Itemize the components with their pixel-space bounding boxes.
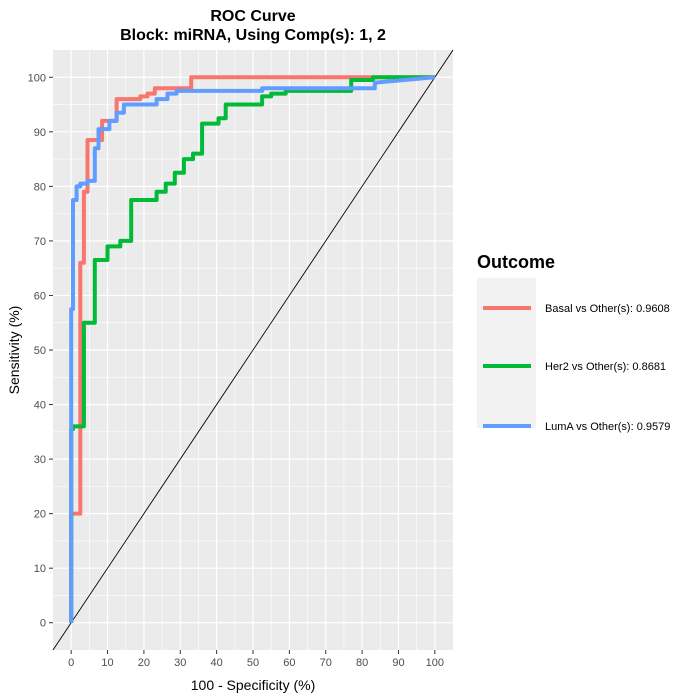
y-tick-label: 90	[34, 127, 46, 139]
chart-title: ROC Curve	[210, 8, 295, 25]
y-axis-title: Sensitivity (%)	[6, 306, 22, 395]
y-tick-label: 40	[34, 400, 46, 412]
y-tick-label: 20	[34, 509, 46, 521]
roc-curve-series-3	[69, 75, 435, 623]
axis-ticks: 0 10 20 30 40 50 60 70 80 90 100 0 10 20 30 40 50 60 70 80 9…	[28, 72, 444, 669]
reference-diagonal-line	[52, 49, 454, 651]
x-tick-label: 70	[320, 657, 332, 669]
y-tick-label: 30	[34, 454, 46, 466]
x-axis-title: 100 - Specificity (%)	[191, 677, 315, 693]
y-tick-label: 60	[34, 290, 46, 302]
grid	[53, 50, 453, 650]
y-tick-label: 70	[34, 236, 46, 248]
x-tick-label: 40	[211, 657, 223, 669]
x-tick-label: 10	[101, 657, 113, 669]
series-layer	[52, 49, 454, 651]
chart-subtitle: Block: miRNA, Using Comp(s): 1, 2	[120, 27, 386, 44]
x-tick-label: 50	[247, 657, 259, 669]
y-tick-label: 0	[40, 618, 46, 630]
legend-title: Outcome	[477, 252, 555, 272]
y-tick-label: 100	[28, 72, 46, 84]
x-tick-label: 30	[174, 657, 186, 669]
x-tick-label: 80	[356, 657, 368, 669]
legend-label-series-3: LumA vs Other(s): 0.9579	[545, 421, 670, 433]
x-tick-label: 60	[283, 657, 295, 669]
x-tick-label: 0	[68, 657, 74, 669]
y-tick-label: 80	[34, 181, 46, 193]
y-tick-label: 10	[34, 563, 46, 575]
roc-curve-series-2	[69, 75, 435, 623]
legend-label-series-1: Basal vs Other(s): 0.9608	[545, 303, 670, 315]
legend-label-series-2: Her2 vs Other(s): 0.8681	[545, 361, 666, 373]
legend: Outcome Basal vs Other(s): 0.9608 Her2 vs…	[477, 252, 670, 433]
x-tick-label: 100	[426, 657, 444, 669]
legend-key-box	[477, 278, 536, 428]
y-tick-label: 50	[34, 345, 46, 357]
x-tick-label: 90	[392, 657, 404, 669]
x-tick-label: 20	[138, 657, 150, 669]
